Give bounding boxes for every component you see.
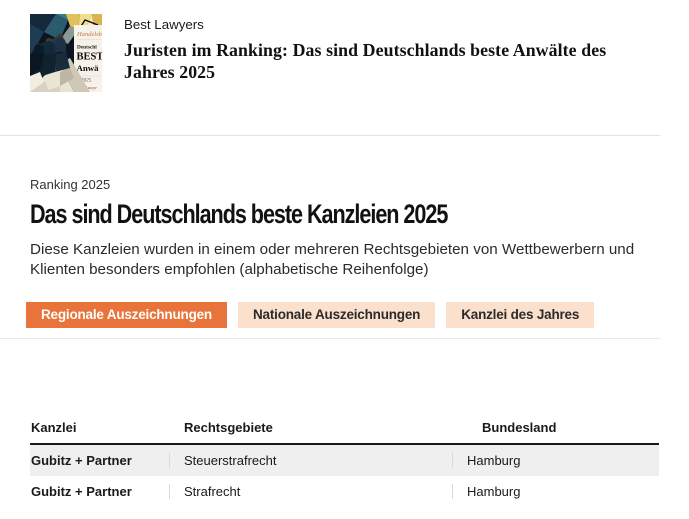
svg-text:Deutschl: Deutschl <box>77 45 97 51</box>
svg-text:Handelsb: Handelsb <box>76 31 102 38</box>
svg-text:BEST: BEST <box>77 52 103 63</box>
svg-text:Anwä: Anwä <box>77 63 100 73</box>
